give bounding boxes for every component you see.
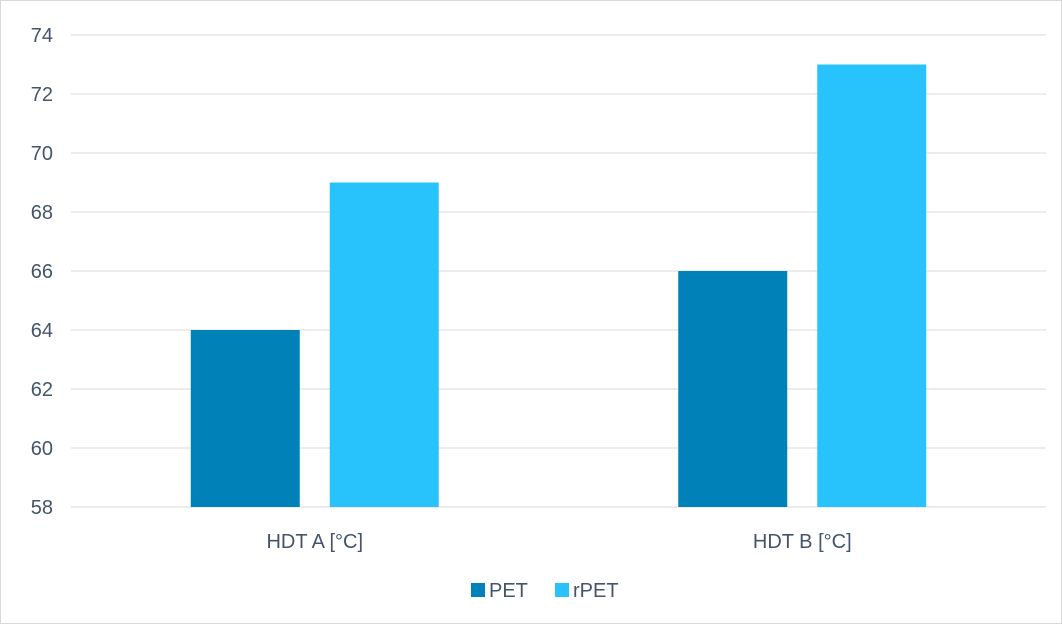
legend-swatch-rpet [555,583,569,597]
bar-pet-0 [190,330,300,507]
y-tick-label: 68 [31,202,53,224]
bar-pet-1 [678,271,788,507]
legend: PET rPET [471,580,619,602]
y-tick-label: 66 [31,261,53,283]
x-category-label: HDT B [°C] [753,531,852,553]
y-tick-label: 62 [31,379,53,401]
x-axis-categories: HDT A [°C] HDT B [°C] [266,531,851,553]
y-tick-label: 60 [31,438,53,460]
y-tick-label: 72 [31,84,53,106]
bars [190,64,927,507]
y-tick-label: 64 [31,320,53,342]
bar-rpet-1 [817,64,927,507]
bar-rpet-0 [329,182,439,507]
x-category-label: HDT A [°C] [266,531,363,553]
y-tick-label: 58 [31,497,53,519]
legend-swatch-pet [471,583,485,597]
y-tick-label: 70 [31,143,53,165]
legend-label-pet: PET [489,580,528,602]
legend-label-rpet: rPET [573,580,619,602]
y-tick-label: 74 [31,25,53,47]
y-axis-ticks: 58 60 62 64 66 68 70 72 74 [31,25,53,519]
